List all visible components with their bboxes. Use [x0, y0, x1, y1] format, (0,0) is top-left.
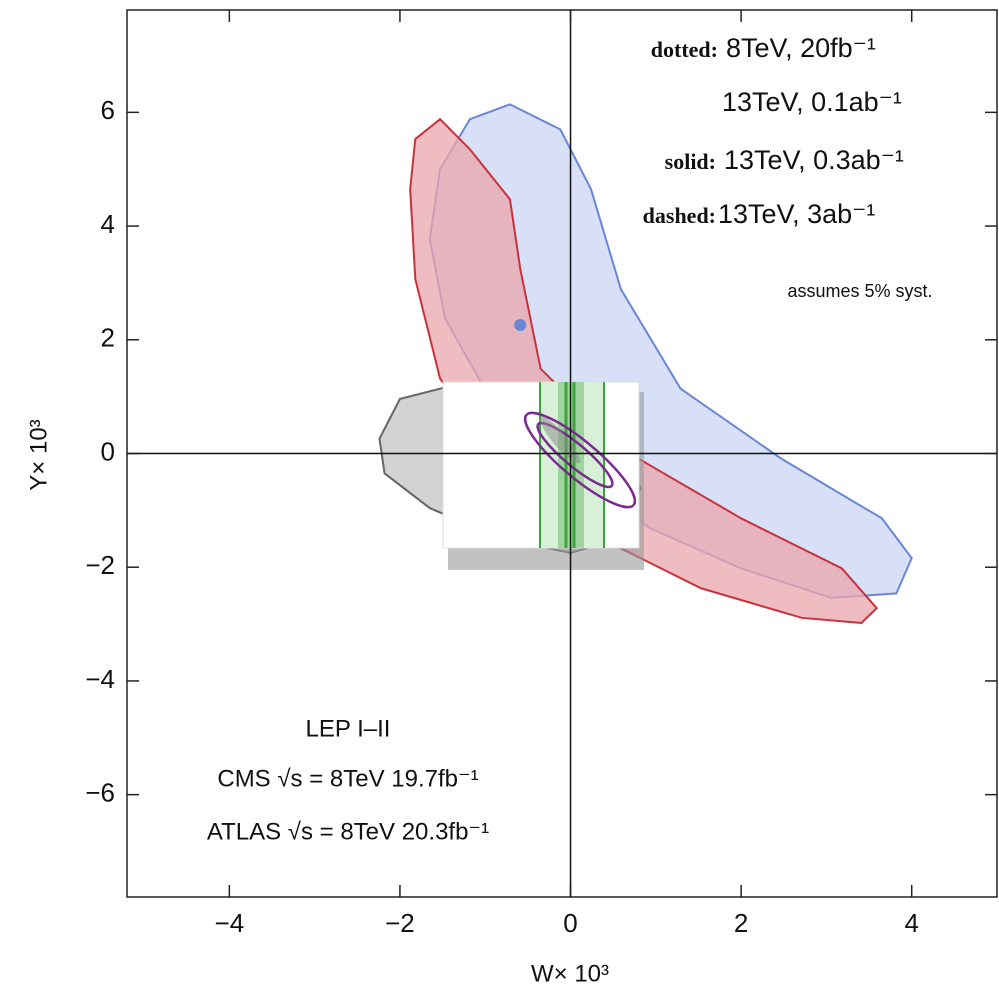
x-tick-label: 4 — [904, 908, 918, 938]
annotation: dashed: — [643, 203, 716, 228]
x-tick-label: −4 — [215, 908, 245, 938]
chart: −4 −2 0 2 4 −6 −4 −2 0 2 4 6 dotted: 8TeV, 20fb⁻¹ 1… — [0, 0, 999, 995]
annotation: dotted: — [651, 37, 718, 62]
x-tick-label: −2 — [385, 908, 415, 938]
y-axis-label: Y× 10³ — [25, 419, 52, 490]
x-tick-label: 2 — [734, 908, 748, 938]
y-tick-label: 4 — [101, 209, 115, 239]
annotation: solid: — [665, 149, 716, 174]
annotation: 13TeV, 3ab⁻¹ — [718, 199, 875, 229]
y-tick-label: 0 — [101, 436, 115, 466]
x-tick-label: 0 — [563, 908, 577, 938]
y-tick-label: −2 — [85, 550, 115, 580]
legend-entry: CMS √s = 8TeV 19.7fb⁻¹ — [217, 765, 478, 792]
x-axis-label: W× 10³ — [531, 960, 609, 987]
y-tick-label: 2 — [101, 323, 115, 353]
inset-image — [443, 382, 645, 570]
annotation: assumes 5% syst. — [787, 281, 932, 301]
legend-entry: ATLAS √s = 8TeV 20.3fb⁻¹ — [207, 818, 489, 845]
best-fit-point — [514, 319, 526, 331]
annotation: 8TeV, 20fb⁻¹ — [726, 33, 876, 63]
legend-entry: LEP I–II — [306, 715, 391, 742]
annotation: 13TeV, 0.3ab⁻¹ — [724, 145, 904, 175]
y-tick-label: 6 — [101, 95, 115, 125]
y-tick-label: −6 — [85, 778, 115, 808]
y-tick-label: −4 — [85, 664, 115, 694]
annotation: 13TeV, 0.1ab⁻¹ — [722, 87, 902, 117]
